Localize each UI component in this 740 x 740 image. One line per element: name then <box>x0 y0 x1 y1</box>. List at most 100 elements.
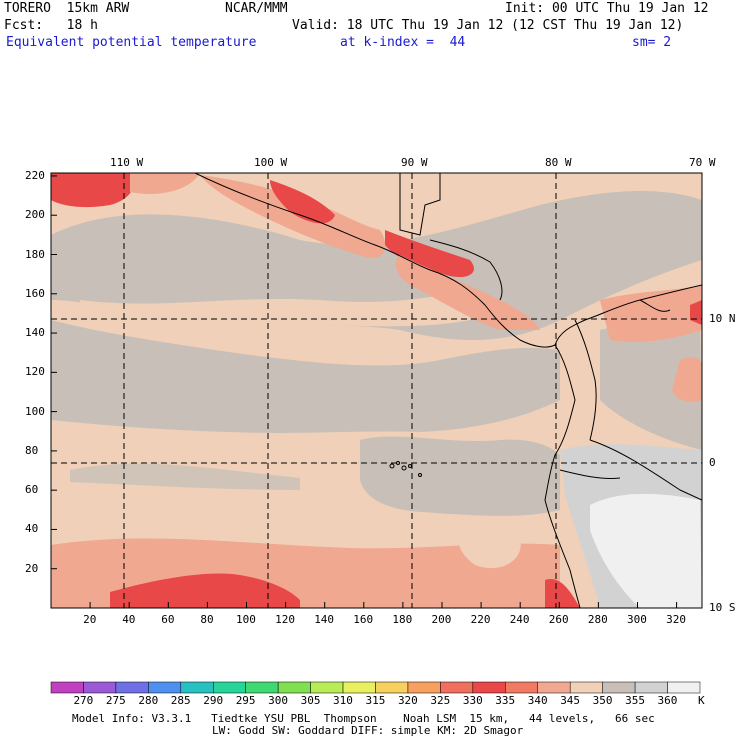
x-tick-label: 300 <box>626 613 647 626</box>
graticule <box>51 173 702 608</box>
colorbar-label: 325 <box>430 694 451 707</box>
colorbar-swatch <box>634 681 668 694</box>
colorbar-swatch <box>213 681 246 694</box>
colorbar-swatch <box>440 681 474 694</box>
colorbar-label: 295 <box>235 694 256 707</box>
colorbar-swatch <box>505 681 538 694</box>
colorbar-swatch <box>569 681 603 694</box>
colorbar-swatch <box>602 681 636 694</box>
model-title: TORERO 15km ARW <box>4 1 130 16</box>
colorbar-swatch <box>472 681 506 694</box>
colorbar-label: 320 <box>397 694 418 707</box>
colorbar-label: 310 <box>333 694 353 707</box>
init-time: Init: 00 UTC Thu 19 Jan 12 <box>505 1 709 16</box>
x-tick-label: 320 <box>666 613 686 626</box>
pacific-coast-south-america <box>544 344 581 608</box>
colorbar-swatch <box>342 681 376 694</box>
lon-label-70w: 70 W <box>689 156 716 169</box>
y-tick-label: 100 <box>25 404 45 418</box>
salmon-patch-nw <box>130 173 200 194</box>
lat-label-0: 0 <box>709 456 716 469</box>
galapagos-island-5 <box>418 473 422 477</box>
x-tick-label: 80 <box>200 613 214 626</box>
colorbar-unit: K <box>698 694 705 707</box>
theta-e-field <box>51 173 702 608</box>
colorbar-label: 300 <box>268 694 289 707</box>
colorbar-label: 305 <box>300 694 321 707</box>
pacific-coast-central-america <box>194 173 556 348</box>
colorbar-swatch <box>537 681 571 694</box>
border-venezuela <box>639 299 671 312</box>
x-tick-label: 280 <box>587 613 608 626</box>
white-highlands <box>590 493 702 608</box>
lat-label-10s: 10 S <box>709 601 736 614</box>
x-tick-label: 220 <box>470 613 491 626</box>
x-tick-label: 40 <box>122 613 136 626</box>
model-info-line1: Model Info: V3.3.1 Tiedtke YSU PBL Thomp… <box>72 712 655 725</box>
lon-label-80w: 80 W <box>545 156 572 169</box>
salmon-east <box>672 357 702 402</box>
colorbar-label: 275 <box>105 694 126 707</box>
salmon-isthmus <box>395 255 540 330</box>
x-tick-label: 200 <box>431 613 452 626</box>
lon-label-90w: 90 W <box>401 156 428 169</box>
colorbar-label: 345 <box>560 694 581 707</box>
red-patch-south <box>110 573 300 608</box>
colorbar-label: 290 <box>203 694 224 707</box>
colorbar-swatch <box>245 681 279 694</box>
coastlines <box>194 173 702 608</box>
x-tick-label: 240 <box>509 613 530 626</box>
colorbar-label: 330 <box>462 694 483 707</box>
x-tick-label: 140 <box>314 613 335 626</box>
colorbar-label: 360 <box>657 694 678 707</box>
border-colombia <box>574 319 597 441</box>
smoothing-label: sm= 2 <box>632 35 672 50</box>
field-name: Equivalent potential temperature <box>6 35 257 50</box>
border-ecuador-peru <box>559 469 621 479</box>
level-label: at k-index = 44 <box>340 35 466 50</box>
lat-label-10n: 10 N <box>709 312 736 325</box>
lon-label-110w: 110 W <box>110 156 144 169</box>
x-tick-label: 180 <box>392 613 413 626</box>
map-frame <box>50 172 703 609</box>
galapagos-island-1 <box>389 463 395 469</box>
colorbar-label: 285 <box>170 694 191 707</box>
red-patch-nw <box>51 173 134 208</box>
tan-strip <box>80 290 470 328</box>
salmon-venezuela <box>600 285 702 342</box>
colorbar-label: 270 <box>73 694 94 707</box>
red-patch-coast <box>545 579 580 608</box>
y-tick-label: 140 <box>25 326 45 340</box>
x-tick-label: 260 <box>548 613 569 626</box>
y-tick-label: 180 <box>25 247 45 261</box>
colorbar-label: 335 <box>495 694 516 707</box>
y-tick-label: 200 <box>25 208 45 222</box>
colorbar-swatch <box>375 681 409 694</box>
border-peru-brazil <box>589 439 702 501</box>
caribbean-coast-central-america <box>429 239 503 301</box>
org-label: NCAR/MMM <box>225 1 288 16</box>
y-tick-label: 80 <box>25 443 39 457</box>
valid-time: Valid: 18 UTC Thu 19 Jan 12 (12 CST Thu … <box>292 18 684 33</box>
colorbar-swatch <box>310 681 344 694</box>
x-tick-label: 120 <box>275 613 295 626</box>
yucatan-coast <box>399 173 441 236</box>
y-tick-label: 60 <box>25 483 39 497</box>
colorbar-swatch <box>277 681 311 694</box>
y-tick-label: 120 <box>25 365 45 379</box>
forecast-hour: Fcst: 18 h <box>4 18 98 33</box>
colorbar-swatch <box>180 681 214 694</box>
tan-patch-south <box>458 521 521 569</box>
galapagos-island-3 <box>401 465 407 471</box>
caribbean-coast-south-america <box>554 284 702 346</box>
x-tick-label: 60 <box>161 613 175 626</box>
x-tick-label: 20 <box>83 613 97 626</box>
colorbar-swatch <box>667 681 701 694</box>
colorbar-swatch <box>50 681 84 694</box>
colorbar-swatch <box>407 681 441 694</box>
colorbar-label: 280 <box>138 694 159 707</box>
lon-label-100w: 100 W <box>254 156 288 169</box>
colorbar <box>50 681 701 694</box>
x-tick-label: 160 <box>353 613 374 626</box>
